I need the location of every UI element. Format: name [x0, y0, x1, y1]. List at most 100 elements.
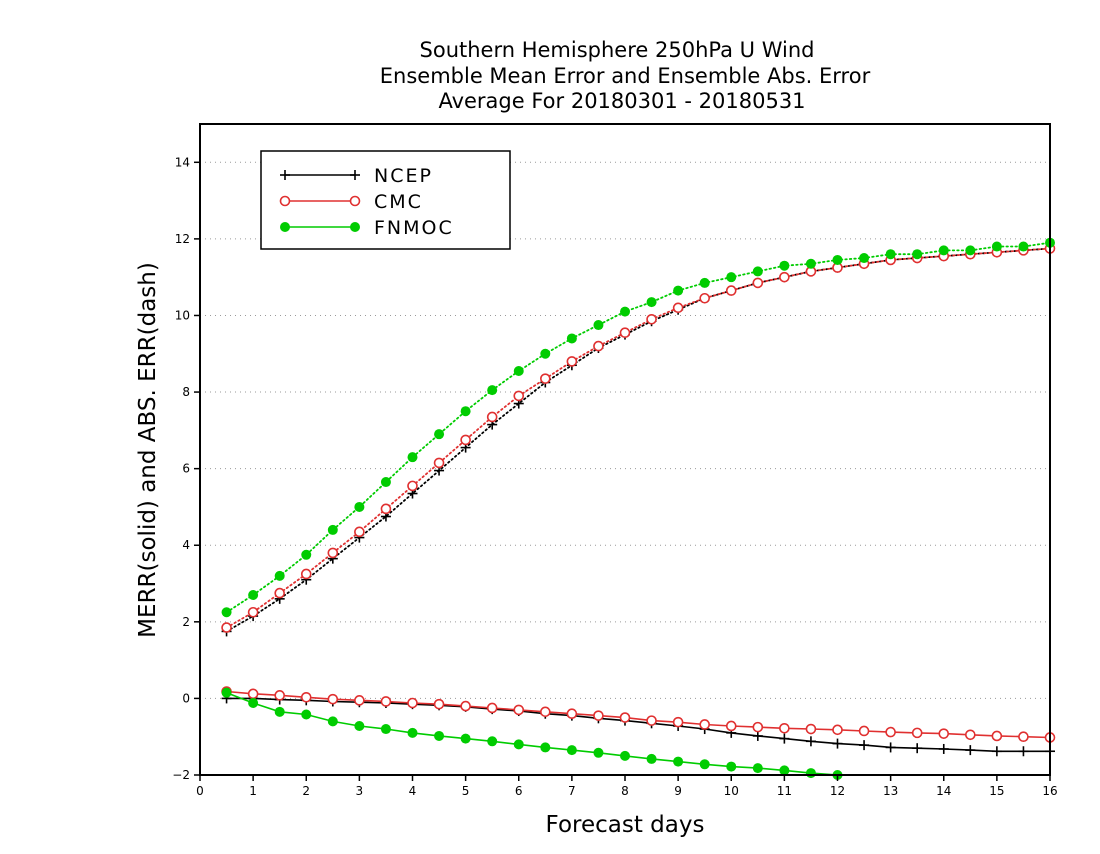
cmc-mean-error-point — [672, 716, 684, 728]
y-tick-label: 2 — [182, 615, 190, 629]
cmc-abs-error-point — [354, 526, 365, 538]
y-tick-label: 6 — [182, 462, 190, 476]
x-tick-label: 10 — [724, 784, 739, 798]
cmc-abs-error-point — [513, 390, 525, 402]
x-axis-label: Forecast days — [546, 812, 705, 838]
fnmoc-abs-error-point — [752, 266, 763, 277]
cmc-abs-error-point — [460, 434, 471, 446]
ncep-mean-error-point — [779, 733, 790, 744]
series-fnmoc — [221, 237, 1055, 780]
ncep-mean-error-point — [832, 738, 843, 749]
fnmoc-abs-error-point — [991, 241, 1002, 252]
legend-marker-fnmoc — [350, 222, 360, 232]
cmc-mean-error-point — [911, 727, 923, 739]
fnmoc-mean-error-point — [513, 739, 524, 750]
fnmoc-mean-error-point — [779, 765, 790, 776]
cmc-abs-error-point — [274, 587, 285, 599]
y-axis: −2 0 2 4 6 8 10 12 14 — [172, 155, 200, 782]
cmc-mean-error-point — [858, 725, 870, 737]
fnmoc-abs-error-point — [221, 607, 232, 618]
fnmoc-mean-error-point — [699, 759, 710, 770]
fnmoc-abs-error-point — [1018, 241, 1029, 252]
cmc-abs-error-point — [221, 622, 232, 633]
cmc-mean-error-point — [247, 688, 259, 700]
fnmoc-abs-error-point — [566, 333, 577, 344]
x-tick-label: 15 — [989, 784, 1004, 798]
ncep-mean-error-point — [965, 745, 976, 756]
x-tick-label: 13 — [883, 784, 898, 798]
x-tick-label: 11 — [777, 784, 792, 798]
ncep-mean-error-point — [805, 736, 816, 747]
fnmoc-abs-error-point — [885, 249, 896, 260]
fnmoc-abs-error-point — [805, 258, 816, 269]
fnmoc-mean-error-point — [380, 724, 391, 735]
ncep-abs-error-line — [225, 247, 1051, 633]
fnmoc-mean-error-point — [407, 727, 418, 738]
cmc-mean-error-point — [1018, 731, 1029, 743]
cmc-mean-error-point — [540, 706, 551, 718]
cmc-mean-error-point — [486, 702, 498, 714]
cmc-mean-error-point — [354, 695, 365, 706]
cmc-mean-error-point — [805, 723, 817, 735]
cmc-mean-error-point — [965, 729, 976, 741]
cmc-mean-error-point — [593, 710, 604, 721]
cmc-abs-error-point — [380, 503, 392, 515]
fnmoc-abs-error-point — [673, 285, 684, 296]
x-tick-label: 1 — [249, 784, 257, 798]
x-tick-label: 6 — [515, 784, 523, 798]
fnmoc-abs-error-point — [460, 406, 471, 417]
ncep-mean-error-point — [885, 742, 896, 753]
series-ncep — [221, 243, 1055, 757]
legend-marker-ncep — [280, 170, 290, 180]
legend-marker-ncep — [350, 170, 360, 180]
cmc-mean-error-point — [407, 697, 418, 709]
fnmoc-abs-error-point — [859, 253, 870, 264]
legend-label-cmc: CMC — [374, 191, 423, 213]
fnmoc-abs-error-point — [513, 365, 524, 376]
cmc-mean-error-point — [566, 708, 578, 720]
y-axis-label: MERR(solid) and ABS. ERR(dash) — [135, 262, 161, 638]
cmc-abs-error-point — [646, 313, 657, 325]
chart-title-line-3: Average For 20180301 - 20180531 — [438, 89, 805, 113]
x-axis: 0 1 2 3 4 5 6 7 8 9 10 11 12 13 14 15 16 — [196, 775, 1058, 798]
y-tick-label: 4 — [182, 538, 190, 552]
y-tick-label: 10 — [175, 308, 190, 322]
fnmoc-mean-error-point — [593, 747, 604, 758]
ncep-mean-error-point — [991, 746, 1002, 757]
cmc-abs-error-point — [540, 373, 551, 384]
x-tick-label: 0 — [196, 784, 204, 798]
legend-marker-cmc — [349, 195, 361, 207]
fnmoc-abs-error-point — [274, 570, 285, 581]
ncep-mean-error-point — [752, 730, 763, 741]
fnmoc-mean-error-point — [726, 761, 737, 772]
cmc-mean-error-point — [300, 691, 312, 703]
fnmoc-mean-error-point — [566, 745, 577, 756]
ncep-mean-error-point — [912, 743, 923, 754]
legend-label-ncep: NCEP — [374, 165, 433, 187]
x-tick-label: 12 — [830, 784, 845, 798]
legend-label-fnmoc: FNMOC — [374, 217, 454, 239]
fnmoc-abs-error-point — [540, 348, 551, 359]
cmc-abs-error-point — [725, 285, 737, 296]
fnmoc-mean-error-point — [460, 733, 471, 744]
cmc-abs-error-point — [699, 292, 710, 304]
cmc-mean-error-point — [885, 726, 896, 738]
x-tick-label: 4 — [409, 784, 417, 798]
fnmoc-abs-error-point — [726, 272, 737, 283]
x-tick-label: 3 — [356, 784, 364, 798]
fnmoc-mean-error-point — [354, 720, 365, 731]
fnmoc-mean-error-point — [487, 736, 498, 747]
x-tick-label: 2 — [302, 784, 310, 798]
fnmoc-mean-error-point — [673, 756, 684, 767]
series-cmc — [221, 243, 1056, 743]
cmc-mean-error-point — [433, 698, 445, 710]
cmc-abs-error-point — [327, 547, 339, 559]
x-tick-label: 8 — [621, 784, 629, 798]
legend-marker-fnmoc — [280, 222, 290, 232]
fnmoc-abs-error-point — [779, 260, 790, 271]
cmc-abs-error-point — [566, 356, 578, 367]
chart-title-line-2: Ensemble Mean Error and Ensemble Abs. Er… — [380, 64, 871, 88]
chart-title-line-1: Southern Hemisphere 250hPa U Wind — [420, 38, 815, 62]
